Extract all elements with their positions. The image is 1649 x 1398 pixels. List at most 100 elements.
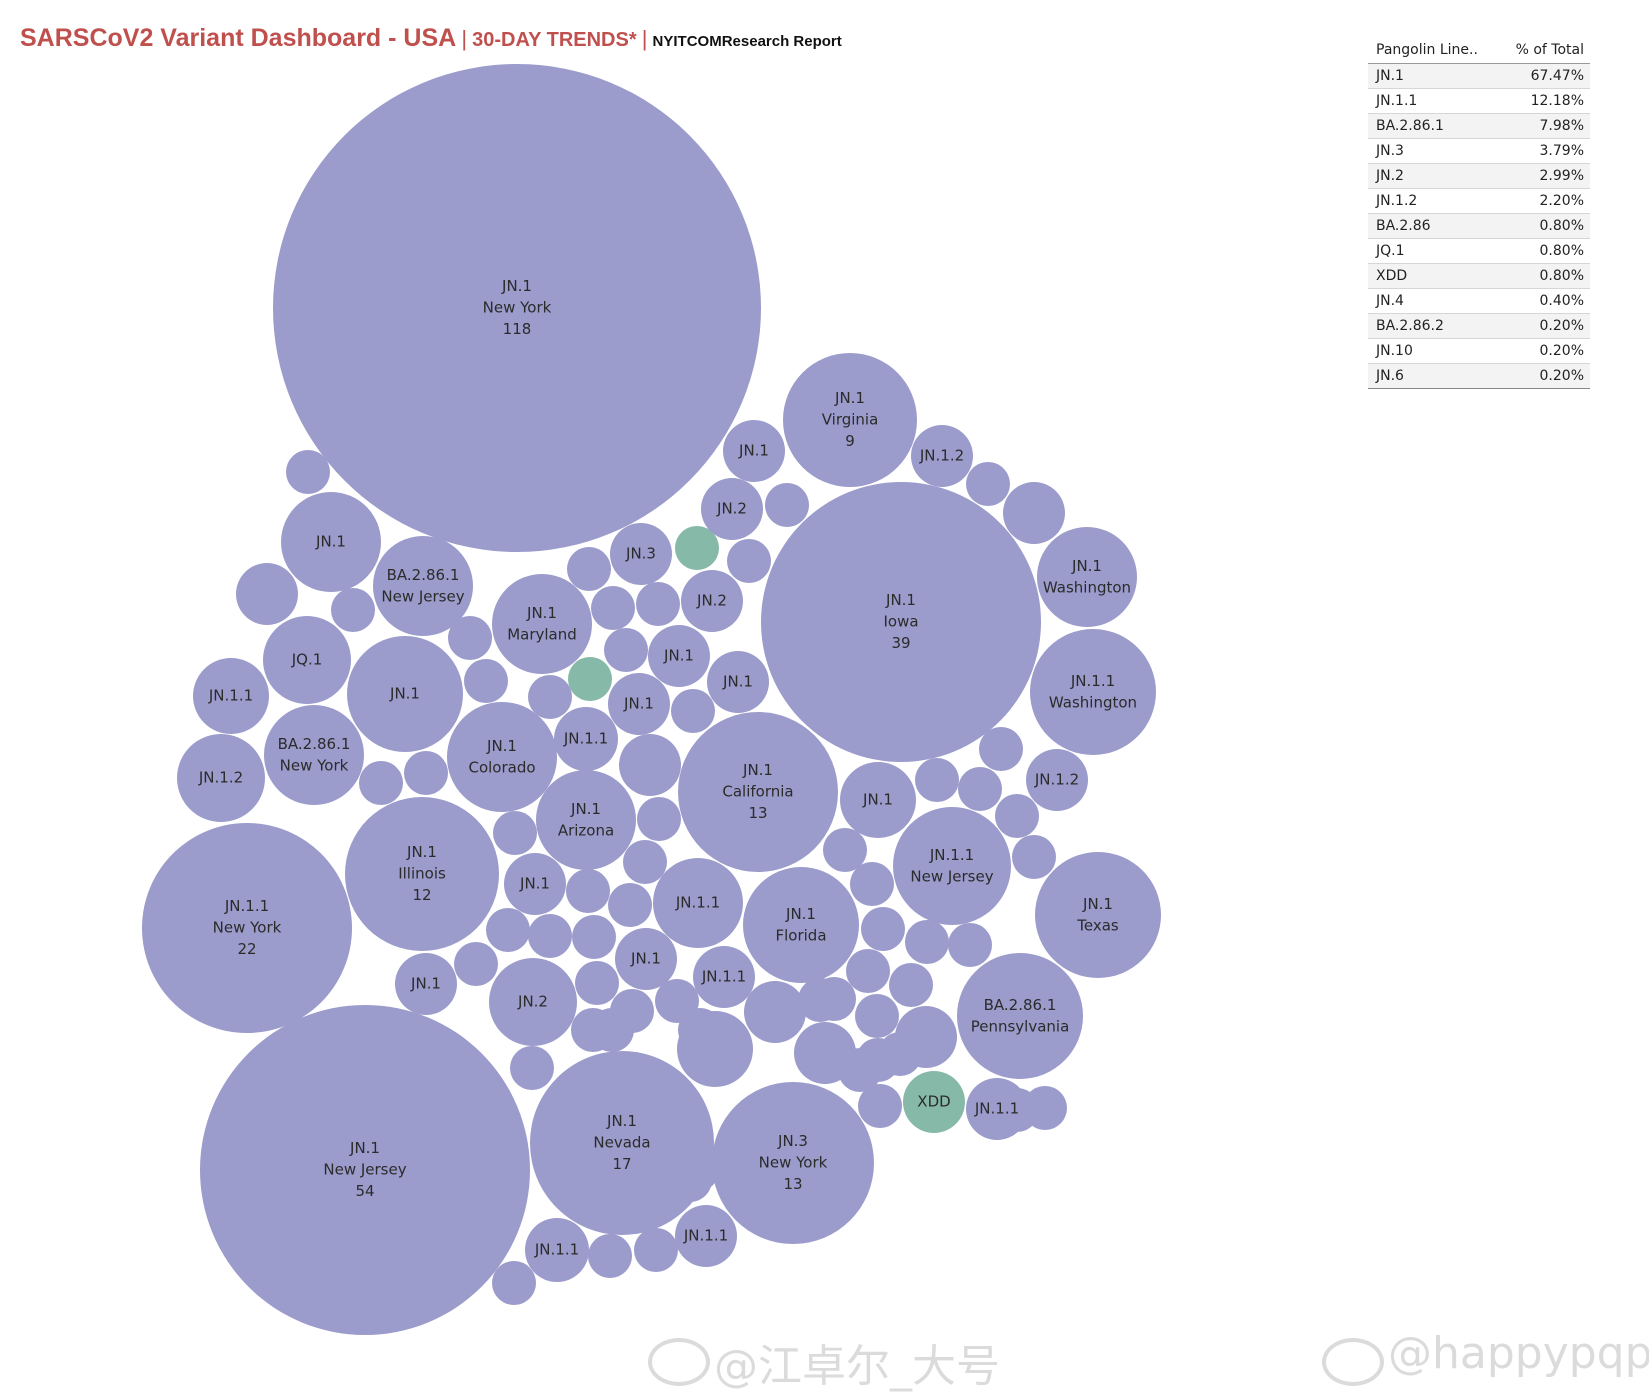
bubble-jn-1[interactable] bbox=[840, 762, 916, 838]
bubble-unlabeled[interactable] bbox=[464, 659, 508, 703]
bubble-jn-2[interactable] bbox=[681, 570, 743, 632]
bubble-jn-1[interactable] bbox=[345, 797, 499, 951]
bubble-unlabeled[interactable] bbox=[678, 1008, 722, 1052]
table-row[interactable]: JN.10 0.20% bbox=[1368, 338, 1590, 364]
bubble-unlabeled[interactable] bbox=[493, 811, 537, 855]
bubble-unlabeled-xdd[interactable] bbox=[568, 657, 612, 701]
bubble-unlabeled[interactable] bbox=[958, 767, 1002, 811]
bubble-unlabeled[interactable] bbox=[838, 1048, 882, 1092]
bubble-unlabeled[interactable] bbox=[823, 828, 867, 872]
bubble-jn-2[interactable] bbox=[489, 958, 577, 1046]
bubble-unlabeled[interactable] bbox=[1023, 1086, 1067, 1130]
bubble-unlabeled-xdd[interactable] bbox=[675, 526, 719, 570]
bubble-jn-1-2[interactable] bbox=[1026, 749, 1088, 811]
bubble-jn-1-2[interactable] bbox=[911, 425, 973, 487]
bubble-unlabeled[interactable] bbox=[492, 1261, 536, 1305]
bubble-jn-3[interactable] bbox=[610, 523, 672, 585]
bubble-unlabeled[interactable] bbox=[889, 963, 933, 1007]
bubble-jn-1-2[interactable] bbox=[177, 734, 265, 822]
bubble-ba-2-86-1[interactable] bbox=[957, 953, 1083, 1079]
bubble-ba-2-86-1[interactable] bbox=[373, 536, 473, 636]
bubble-unlabeled[interactable] bbox=[727, 539, 771, 583]
bubble-jn-1[interactable] bbox=[1035, 852, 1161, 978]
bubble-jn-1-1[interactable] bbox=[693, 946, 755, 1008]
bubble-unlabeled[interactable] bbox=[588, 1234, 632, 1278]
bubble-unlabeled[interactable] bbox=[286, 450, 330, 494]
column-header-lineage[interactable]: Pangolin Line.. bbox=[1376, 42, 1478, 58]
table-row[interactable]: JQ.1 0.80% bbox=[1368, 238, 1590, 264]
bubble-jn-1[interactable] bbox=[1037, 527, 1137, 627]
table-row[interactable]: BA.2.86 0.80% bbox=[1368, 213, 1590, 239]
bubble-jn-1[interactable] bbox=[447, 702, 557, 812]
bubble-jn-1[interactable] bbox=[492, 574, 592, 674]
bubble-jn-1[interactable] bbox=[761, 482, 1041, 762]
bubble-jn-1[interactable] bbox=[536, 770, 636, 870]
bubble-jn-1[interactable] bbox=[608, 673, 670, 735]
table-row[interactable]: BA.2.86.2 0.20% bbox=[1368, 313, 1590, 339]
bubble-unlabeled[interactable] bbox=[359, 761, 403, 805]
bubble-unlabeled[interactable] bbox=[236, 563, 298, 625]
bubble-unlabeled[interactable] bbox=[567, 547, 611, 591]
bubble-unlabeled[interactable] bbox=[915, 758, 959, 802]
bubble-jn-1-1[interactable] bbox=[1030, 629, 1156, 755]
table-row[interactable]: BA.2.86.1 7.98% bbox=[1368, 113, 1590, 139]
bubble-unlabeled[interactable] bbox=[575, 961, 619, 1005]
bubble-unlabeled[interactable] bbox=[404, 751, 448, 795]
bubble-unlabeled[interactable] bbox=[623, 840, 667, 884]
bubble-unlabeled[interactable] bbox=[566, 869, 610, 913]
bubble-unlabeled[interactable] bbox=[331, 588, 375, 632]
bubble-jn-1-1[interactable] bbox=[525, 1218, 589, 1282]
bubble-unlabeled[interactable] bbox=[765, 483, 809, 527]
bubble-unlabeled[interactable] bbox=[858, 1084, 902, 1128]
bubble-unlabeled[interactable] bbox=[671, 689, 715, 733]
table-row[interactable]: JN.3 3.79% bbox=[1368, 138, 1590, 164]
bubble-jn-1[interactable] bbox=[783, 353, 917, 487]
bubble-unlabeled[interactable] bbox=[510, 1046, 554, 1090]
bubble-jn-1[interactable] bbox=[648, 625, 710, 687]
bubble-unlabeled[interactable] bbox=[590, 1008, 634, 1052]
bubble-unlabeled[interactable] bbox=[850, 862, 894, 906]
table-row[interactable]: JN.1.1 12.18% bbox=[1368, 88, 1590, 114]
bubble-jn-1-1[interactable] bbox=[675, 1205, 737, 1267]
bubble-jn-1-1[interactable] bbox=[142, 823, 352, 1033]
table-row[interactable]: JN.4 0.40% bbox=[1368, 288, 1590, 314]
bubble-unlabeled[interactable] bbox=[636, 582, 680, 626]
bubble-unlabeled[interactable] bbox=[1003, 482, 1065, 544]
table-row[interactable]: JN.2 2.99% bbox=[1368, 163, 1590, 189]
bubble-ba-2-86-1[interactable] bbox=[264, 705, 364, 805]
bubble-jn-2[interactable] bbox=[701, 478, 763, 540]
bubble-jn-1[interactable] bbox=[707, 651, 769, 713]
bubble-unlabeled[interactable] bbox=[846, 949, 890, 993]
bubble-jn-1[interactable] bbox=[678, 712, 838, 872]
bubble-unlabeled[interactable] bbox=[855, 994, 899, 1038]
bubble-unlabeled[interactable] bbox=[995, 794, 1039, 838]
bubble-unlabeled[interactable] bbox=[798, 978, 842, 1022]
bubble-unlabeled[interactable] bbox=[528, 914, 572, 958]
bubble-jq-1[interactable] bbox=[263, 616, 351, 704]
table-row[interactable]: JN.6 0.20% bbox=[1368, 363, 1590, 389]
bubble-unlabeled[interactable] bbox=[637, 797, 681, 841]
bubble-xdd[interactable] bbox=[903, 1071, 965, 1133]
table-row[interactable]: XDD 0.80% bbox=[1368, 263, 1590, 289]
bubble-unlabeled[interactable] bbox=[744, 981, 806, 1043]
bubble-jn-1[interactable] bbox=[504, 853, 566, 915]
bubble-jn-1[interactable] bbox=[281, 492, 381, 592]
bubble-unlabeled[interactable] bbox=[619, 734, 681, 796]
bubble-jn-1[interactable] bbox=[615, 928, 677, 990]
bubble-unlabeled[interactable] bbox=[861, 907, 905, 951]
bubble-unlabeled[interactable] bbox=[979, 727, 1023, 771]
bubble-unlabeled[interactable] bbox=[905, 920, 949, 964]
bubble-unlabeled[interactable] bbox=[572, 915, 616, 959]
bubble-jn-1-1[interactable] bbox=[893, 807, 1011, 925]
bubble-unlabeled[interactable] bbox=[604, 628, 648, 672]
bubble-jn-1[interactable] bbox=[530, 1051, 714, 1235]
bubble-unlabeled[interactable] bbox=[454, 942, 498, 986]
table-row[interactable]: JN.1.2 2.20% bbox=[1368, 188, 1590, 214]
bubble-jn-3[interactable] bbox=[712, 1082, 874, 1244]
bubble-unlabeled[interactable] bbox=[1012, 835, 1056, 879]
bubble-unlabeled[interactable] bbox=[486, 908, 530, 952]
bubble-unlabeled[interactable] bbox=[948, 923, 992, 967]
column-header-pct[interactable]: % of Total bbox=[1515, 42, 1584, 58]
bubble-jn-1-1[interactable] bbox=[193, 658, 269, 734]
bubble-unlabeled[interactable] bbox=[448, 616, 492, 660]
